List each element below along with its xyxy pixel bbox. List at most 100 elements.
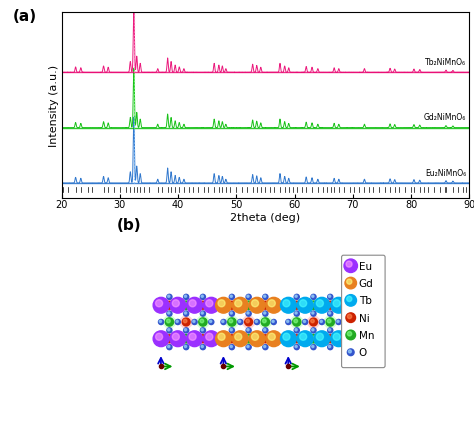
Circle shape <box>235 300 242 307</box>
Circle shape <box>328 329 331 331</box>
Circle shape <box>264 345 266 348</box>
Circle shape <box>246 328 251 333</box>
Circle shape <box>345 278 356 289</box>
Circle shape <box>184 296 187 298</box>
Circle shape <box>172 300 179 307</box>
Circle shape <box>246 311 251 316</box>
Circle shape <box>319 336 324 342</box>
Circle shape <box>245 318 253 326</box>
Polygon shape <box>194 330 212 348</box>
Circle shape <box>192 336 197 342</box>
Circle shape <box>302 336 308 342</box>
Circle shape <box>314 298 330 313</box>
Circle shape <box>263 345 268 350</box>
Circle shape <box>295 312 297 314</box>
Text: O: O <box>359 348 367 358</box>
Circle shape <box>247 345 249 348</box>
Text: Mn: Mn <box>359 330 374 340</box>
Circle shape <box>271 320 276 325</box>
Circle shape <box>263 295 268 300</box>
Circle shape <box>287 320 289 323</box>
FancyBboxPatch shape <box>342 256 385 368</box>
Text: Tb₂NiMnO₆: Tb₂NiMnO₆ <box>425 58 466 67</box>
Polygon shape <box>177 296 195 315</box>
Circle shape <box>263 328 268 333</box>
Circle shape <box>295 345 297 348</box>
Circle shape <box>176 320 178 323</box>
Circle shape <box>158 303 164 308</box>
Circle shape <box>246 295 251 300</box>
Circle shape <box>183 319 187 323</box>
Circle shape <box>189 300 196 307</box>
Circle shape <box>249 331 265 347</box>
Circle shape <box>246 345 251 350</box>
Circle shape <box>175 320 180 325</box>
Circle shape <box>266 298 282 313</box>
Circle shape <box>170 298 186 313</box>
Circle shape <box>255 320 260 325</box>
Circle shape <box>252 300 259 307</box>
Circle shape <box>201 329 203 331</box>
Circle shape <box>302 320 308 325</box>
Circle shape <box>336 303 341 308</box>
Circle shape <box>229 319 233 323</box>
Circle shape <box>184 345 187 348</box>
Circle shape <box>206 300 213 307</box>
Circle shape <box>187 298 202 313</box>
Circle shape <box>221 336 226 342</box>
Circle shape <box>210 337 212 339</box>
Circle shape <box>320 304 322 306</box>
Circle shape <box>281 298 296 313</box>
Circle shape <box>245 302 253 310</box>
Circle shape <box>199 335 207 343</box>
Circle shape <box>230 312 232 314</box>
Text: Gd₂NiMnO₆: Gd₂NiMnO₆ <box>424 113 466 122</box>
Circle shape <box>295 329 297 331</box>
Circle shape <box>201 312 203 314</box>
Circle shape <box>175 303 180 308</box>
Circle shape <box>158 320 164 325</box>
Circle shape <box>294 345 299 350</box>
Circle shape <box>193 320 195 323</box>
Polygon shape <box>177 330 195 348</box>
Circle shape <box>184 312 187 314</box>
Circle shape <box>246 319 249 323</box>
Circle shape <box>310 302 318 310</box>
Circle shape <box>183 302 187 306</box>
Circle shape <box>221 320 226 325</box>
Circle shape <box>237 336 243 342</box>
Circle shape <box>255 337 257 339</box>
Circle shape <box>263 311 268 316</box>
Circle shape <box>294 336 298 340</box>
Circle shape <box>346 297 352 302</box>
X-axis label: 2theta (deg): 2theta (deg) <box>230 212 301 222</box>
Polygon shape <box>239 313 258 332</box>
Circle shape <box>262 302 269 309</box>
Circle shape <box>238 337 241 339</box>
Polygon shape <box>304 296 323 315</box>
Circle shape <box>255 303 260 308</box>
Circle shape <box>193 304 195 306</box>
Circle shape <box>326 318 334 326</box>
Circle shape <box>302 303 308 308</box>
Circle shape <box>311 311 316 316</box>
Circle shape <box>209 320 214 325</box>
Circle shape <box>201 295 205 300</box>
Circle shape <box>328 319 331 323</box>
Circle shape <box>245 335 253 343</box>
Circle shape <box>200 303 204 306</box>
Circle shape <box>255 336 260 342</box>
Circle shape <box>346 279 352 285</box>
Circle shape <box>311 295 316 300</box>
Circle shape <box>294 328 299 333</box>
Circle shape <box>159 337 162 339</box>
Circle shape <box>311 345 316 350</box>
Circle shape <box>165 302 173 309</box>
Circle shape <box>203 331 219 347</box>
Polygon shape <box>304 330 323 348</box>
Circle shape <box>345 295 356 306</box>
Circle shape <box>263 303 266 306</box>
Circle shape <box>261 318 270 326</box>
Circle shape <box>210 320 212 323</box>
Circle shape <box>316 300 323 307</box>
